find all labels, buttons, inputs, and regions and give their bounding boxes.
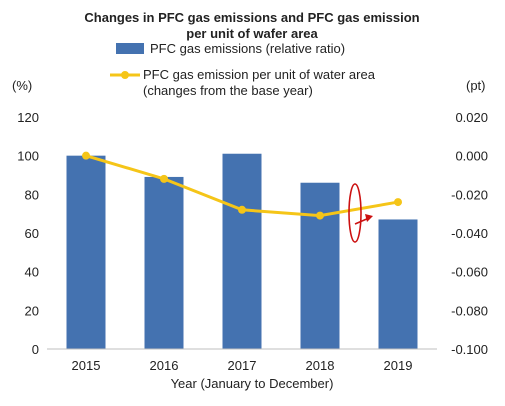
bar-2018 — [300, 182, 340, 349]
left-axis-unit: (%) — [12, 78, 32, 93]
line-point-2016 — [160, 174, 168, 183]
left-axis-ticks: 120 100 80 60 40 20 0 — [17, 110, 39, 357]
line-point-2019 — [394, 198, 402, 207]
left-tick-label: 20 — [25, 303, 39, 318]
bar-series — [66, 153, 418, 349]
right-tick-label: -0.020 — [451, 187, 488, 202]
line-series — [82, 151, 402, 220]
chart-title-line-2: per unit of wafer area — [186, 26, 318, 41]
line-point-2018 — [316, 211, 324, 220]
curved-arrow-head — [365, 214, 373, 222]
right-tick-label: -0.060 — [451, 265, 488, 280]
legend-swatch-bar — [116, 43, 144, 54]
left-tick-label: 100 — [17, 149, 39, 164]
legend-label-bar: PFC gas emissions (relative ratio) — [150, 41, 345, 56]
x-axis-ticks: 2015 2016 2017 2018 2019 — [72, 358, 413, 373]
left-tick-label: 80 — [25, 187, 39, 202]
x-axis-title: Year (January to December) — [171, 376, 334, 391]
left-tick-label: 60 — [25, 226, 39, 241]
right-tick-label: -0.080 — [451, 303, 488, 318]
curved-arrow-annotation — [348, 183, 373, 243]
bar-2016 — [144, 176, 184, 349]
line-point-2017 — [238, 205, 246, 214]
right-axis-unit: (pt) — [466, 78, 486, 93]
left-tick-label: 120 — [17, 110, 39, 125]
legend-swatch-marker — [121, 71, 129, 79]
curved-arrow-loop — [348, 183, 362, 243]
legend-label-line-2: (changes from the base year) — [143, 83, 313, 98]
line-point-2015 — [82, 151, 90, 160]
x-tick-label: 2019 — [384, 358, 413, 373]
left-tick-label: 40 — [25, 265, 39, 280]
x-tick-label: 2017 — [228, 358, 257, 373]
bar-2015 — [66, 155, 106, 349]
legend-label-line-1: PFC gas emission per unit of water area — [143, 67, 376, 82]
right-tick-label: 0.020 — [455, 110, 488, 125]
bar-2017 — [222, 153, 262, 349]
x-tick-label: 2018 — [306, 358, 335, 373]
bar-2019 — [378, 219, 418, 349]
right-tick-label: 0.000 — [455, 149, 488, 164]
right-tick-label: -0.040 — [451, 226, 488, 241]
x-tick-label: 2016 — [150, 358, 179, 373]
chart-title-line-1: Changes in PFC gas emissions and PFC gas… — [84, 10, 419, 25]
right-axis-ticks: 0.020 0.000 -0.020 -0.040 -0.060 -0.080 -0.100 — [451, 110, 488, 357]
x-tick-label: 2015 — [72, 358, 101, 373]
right-tick-label: -0.100 — [451, 342, 488, 357]
legend: PFC gas emissions (relative ratio) PFC g… — [110, 41, 376, 98]
left-tick-label: 0 — [32, 342, 39, 357]
chart-title: Changes in PFC gas emissions and PFC gas… — [84, 10, 419, 41]
